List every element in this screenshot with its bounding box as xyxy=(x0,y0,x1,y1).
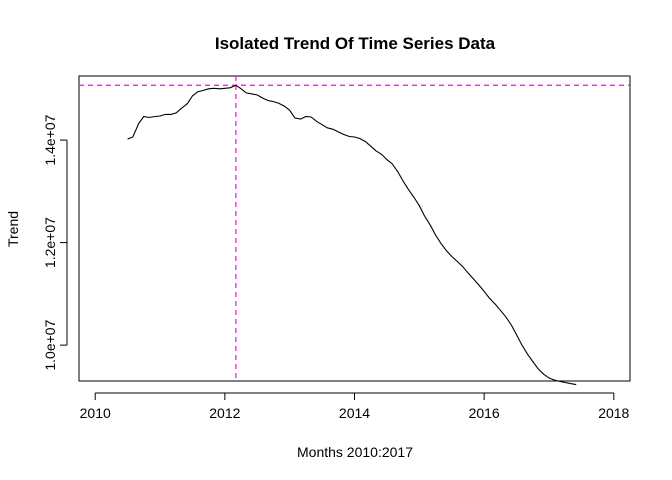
y-axis: 1.0e+07 1.2e+07 1.4e+07 xyxy=(42,114,68,371)
x-axis-label: Months 2010:2017 xyxy=(297,444,413,460)
x-tick-label: 2010 xyxy=(80,405,111,421)
x-axis: 2010 2012 2014 2016 2018 xyxy=(80,392,630,421)
plot-area xyxy=(78,75,631,382)
chart-title: Isolated Trend Of Time Series Data xyxy=(215,34,496,53)
y-axis-label: Trend xyxy=(5,211,21,247)
x-tick-label: 2014 xyxy=(339,405,370,421)
y-tick-label: 1.4e+07 xyxy=(42,114,58,165)
series-layer xyxy=(127,84,577,386)
trend-series-line xyxy=(127,84,577,386)
x-tick-label: 2016 xyxy=(469,405,500,421)
x-tick-label: 2012 xyxy=(209,405,240,421)
y-tick-label: 1.0e+07 xyxy=(42,319,58,370)
y-tick-label: 1.2e+07 xyxy=(42,217,58,268)
x-tick-label: 2018 xyxy=(598,405,629,421)
reference-lines xyxy=(79,76,630,381)
